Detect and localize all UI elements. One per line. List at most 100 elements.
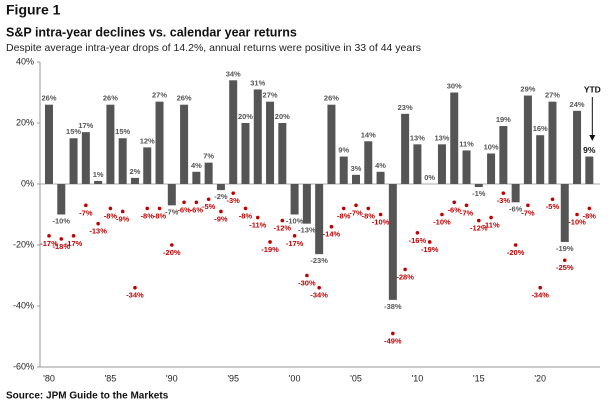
- bar-label: 13%: [410, 133, 425, 142]
- decline-dot: [513, 243, 518, 247]
- bar: [266, 101, 275, 184]
- decline-label: -19%: [421, 245, 439, 254]
- bar-label: 19%: [496, 115, 511, 124]
- bar: [339, 156, 348, 184]
- bar: [94, 180, 103, 184]
- bar-label: 26%: [41, 94, 56, 103]
- decline-dot: [587, 206, 592, 211]
- bar-label: 27%: [263, 91, 278, 100]
- decline-label: -17%: [65, 239, 83, 248]
- bar-label: 3%: [351, 164, 362, 173]
- decline-label: -16%: [409, 236, 427, 245]
- bar-label: 26%: [177, 94, 192, 103]
- annotation-arrowhead: [589, 135, 596, 141]
- x-tick-label: '00: [289, 373, 301, 383]
- decline-dot: [96, 221, 100, 226]
- decline-dot: [108, 206, 113, 211]
- bar: [253, 89, 262, 184]
- bar-label: 9%: [338, 146, 349, 155]
- bar: [229, 80, 238, 184]
- bar-label: -23%: [310, 256, 328, 265]
- x-tick-label: '05: [350, 373, 362, 383]
- decline-dot: [71, 234, 76, 238]
- decline-label: -17%: [286, 239, 304, 248]
- bar-label: 11%: [459, 139, 474, 148]
- bar-label: 15%: [66, 127, 81, 136]
- x-tick-label: '15: [473, 373, 485, 383]
- decline-label: -28%: [396, 272, 414, 281]
- bar: [216, 184, 225, 191]
- bar-label: 23%: [398, 103, 413, 112]
- bar: [290, 184, 299, 215]
- bar-label: 20%: [275, 112, 290, 121]
- decline-dot: [280, 218, 285, 223]
- annotation: YTD: [584, 84, 601, 94]
- decline-label: -8%: [337, 211, 351, 220]
- bar-label: -38%: [384, 302, 402, 311]
- bar: [69, 138, 78, 184]
- bar: [180, 104, 189, 184]
- bar-label: -1%: [472, 189, 486, 198]
- bar-label: 20%: [238, 112, 253, 121]
- x-tick-label: '10: [412, 373, 424, 383]
- x-tick-label: '80: [43, 373, 55, 383]
- y-tick-label: 40%: [16, 56, 34, 66]
- decline-label: -17%: [40, 239, 58, 248]
- bar: [302, 184, 311, 224]
- decline-dot: [440, 212, 444, 217]
- decline-label: -25%: [556, 263, 574, 272]
- bar: [204, 162, 213, 184]
- x-tick-label: '85: [105, 373, 117, 383]
- bar: [413, 144, 422, 184]
- decline-label: -6%: [448, 205, 462, 214]
- bar: [450, 92, 459, 184]
- decline-label: -11%: [249, 221, 266, 230]
- decline-label: -7%: [349, 208, 363, 217]
- bar-label: 30%: [447, 81, 462, 90]
- bar-label: 26%: [324, 94, 339, 103]
- decline-label: -30%: [298, 278, 316, 287]
- decline-label: -8%: [239, 211, 253, 220]
- decline-label: -34%: [310, 291, 328, 300]
- bar: [585, 156, 594, 184]
- decline-dot: [526, 203, 530, 208]
- decline-label: -10%: [568, 217, 586, 226]
- bar: [536, 135, 545, 184]
- bar: [130, 177, 139, 184]
- decline-label: -8%: [583, 211, 597, 220]
- decline-label: -49%: [384, 336, 402, 345]
- decline-dot: [292, 234, 297, 238]
- decline-label: -6%: [190, 205, 204, 214]
- bar-label: 27%: [152, 91, 167, 100]
- decline-dot: [464, 203, 469, 208]
- bar: [167, 184, 176, 206]
- decline-label: -6%: [177, 205, 191, 214]
- y-tick-label: -60%: [13, 361, 34, 371]
- y-tick-label: 20%: [16, 117, 34, 127]
- decline-label: -18%: [53, 242, 71, 251]
- decline-label: -8%: [104, 211, 118, 220]
- bar: [376, 171, 385, 184]
- bar: [352, 174, 360, 184]
- bar-label: 16%: [533, 124, 548, 133]
- x-tick-label: '20: [534, 373, 546, 383]
- decline-dot: [538, 285, 542, 290]
- decline-dot: [415, 231, 420, 235]
- bar-label: 13%: [434, 133, 449, 142]
- bar-label: 26%: [103, 94, 118, 103]
- decline-dot: [170, 243, 174, 247]
- source: Source: JPM Guide to the Markets: [6, 391, 169, 402]
- decline-dot: [354, 203, 358, 208]
- bar: [462, 150, 471, 184]
- decline-label: -34%: [126, 291, 144, 300]
- bar: [327, 104, 336, 184]
- bar-label: -13%: [298, 226, 316, 235]
- decline-dot: [562, 258, 567, 263]
- decline-dot: [477, 218, 481, 223]
- bar: [560, 184, 569, 242]
- bar: [388, 184, 397, 300]
- decline-label: -9%: [116, 214, 130, 223]
- bar-label: 9%: [583, 145, 596, 155]
- decline-label: -3%: [227, 196, 241, 205]
- bar: [192, 171, 201, 184]
